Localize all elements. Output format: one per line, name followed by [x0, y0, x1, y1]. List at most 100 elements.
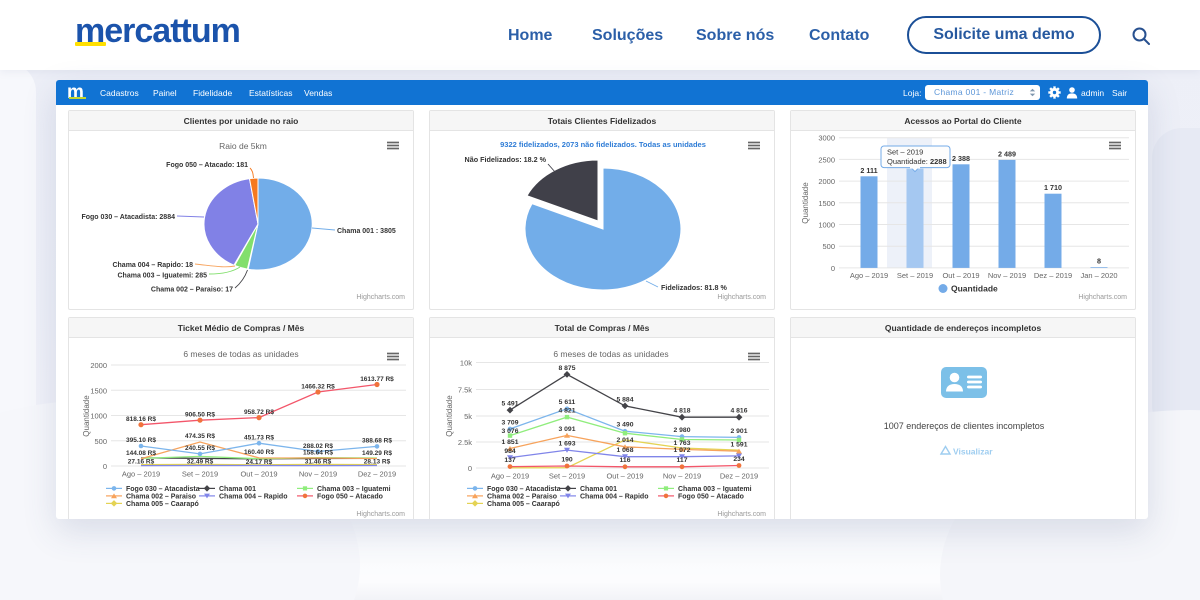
svg-text:Set – 2019: Set – 2019	[887, 148, 923, 157]
svg-text:6 meses de todas as unidades: 6 meses de todas as unidades	[183, 349, 298, 359]
svg-text:10k: 10k	[460, 359, 472, 368]
svg-text:2.5k: 2.5k	[458, 438, 472, 447]
svg-text:2 388: 2 388	[952, 154, 970, 163]
svg-text:144.08 R$: 144.08 R$	[126, 450, 156, 457]
svg-text:2 901: 2 901	[730, 428, 747, 435]
svg-text:116: 116	[620, 457, 631, 464]
svg-text:1 851: 1 851	[501, 439, 518, 446]
svg-text:1 068: 1 068	[616, 447, 633, 454]
svg-text:1 072: 1 072	[673, 447, 690, 454]
svg-text:28.13 R$: 28.13 R$	[364, 459, 391, 466]
svg-text:Chama 001: Chama 001	[580, 486, 617, 493]
svg-text:24.17 R$: 24.17 R$	[246, 459, 273, 466]
svg-text:Não Fidelizados: 18.2 %: Não Fidelizados: 18.2 %	[465, 155, 547, 164]
svg-text:2000: 2000	[90, 361, 107, 370]
svg-text:Raio de 5km: Raio de 5km	[219, 141, 267, 151]
svg-text:Highcharts.com: Highcharts.com	[356, 511, 405, 518]
svg-text:2 111: 2 111	[860, 166, 877, 175]
svg-text:31.46 R$: 31.46 R$	[305, 458, 332, 465]
svg-text:395.10 R$: 395.10 R$	[126, 437, 156, 444]
svg-text:Out – 2019: Out – 2019	[942, 271, 979, 280]
svg-text:Chama 004 – Rapido: 18: Chama 004 – Rapido: 18	[112, 262, 193, 269]
svg-text:Chama 002 – Paraiso: Chama 002 – Paraiso	[126, 494, 196, 501]
svg-text:4 816: 4 816	[730, 408, 747, 415]
svg-text:474.35 R$: 474.35 R$	[185, 433, 215, 440]
svg-text:1466.32 R$: 1466.32 R$	[301, 384, 335, 391]
svg-text:1500: 1500	[818, 199, 835, 208]
svg-text:Nov – 2019: Nov – 2019	[299, 470, 337, 479]
svg-text:149.29 R$: 149.29 R$	[362, 450, 392, 457]
svg-text:1 710: 1 710	[1044, 183, 1062, 192]
svg-text:Jan – 2020: Jan – 2020	[1080, 271, 1117, 280]
svg-text:3 709: 3 709	[501, 419, 518, 426]
svg-text:388.68 R$: 388.68 R$	[362, 438, 392, 445]
svg-text:906.50 R$: 906.50 R$	[185, 412, 215, 419]
svg-text:160.40 R$: 160.40 R$	[244, 449, 274, 456]
svg-text:Out – 2019: Out – 2019	[240, 470, 277, 479]
svg-text:1000: 1000	[90, 412, 107, 421]
svg-text:8: 8	[1097, 257, 1101, 266]
svg-text:117: 117	[677, 457, 688, 464]
svg-text:Quantidade: Quantidade	[951, 284, 998, 294]
svg-text:Ago – 2019: Ago – 2019	[122, 470, 160, 479]
svg-text:984: 984	[504, 448, 516, 455]
svg-text:Highcharts.com: Highcharts.com	[1078, 294, 1127, 301]
svg-text:Fogo 030 – Atacadista: Fogo 030 – Atacadista	[487, 486, 561, 493]
svg-text:2500: 2500	[818, 155, 835, 164]
svg-text:Quantidade: Quantidade	[82, 395, 91, 437]
svg-text:451.73 R$: 451.73 R$	[244, 435, 274, 442]
svg-text:Fidelizados: 81.8 %: Fidelizados: 81.8 %	[661, 283, 728, 292]
svg-text:Chama 002 – Paraiso: Chama 002 – Paraiso	[487, 494, 557, 501]
svg-text:Highcharts.com: Highcharts.com	[356, 294, 405, 301]
svg-text:500: 500	[822, 242, 835, 251]
svg-text:2000: 2000	[818, 177, 835, 186]
svg-text:Fogo 050 – Atacado: 181: Fogo 050 – Atacado: 181	[166, 162, 248, 169]
svg-text:500: 500	[94, 437, 107, 446]
svg-text:0: 0	[103, 462, 107, 471]
svg-text:Visualizar: Visualizar	[953, 447, 993, 457]
svg-text:Set – 2019: Set – 2019	[182, 470, 218, 479]
svg-text:7.5k: 7.5k	[458, 386, 472, 395]
svg-text:Fogo 050 – Atacado: Fogo 050 – Atacado	[678, 494, 744, 501]
svg-text:958.72 R$: 958.72 R$	[244, 409, 274, 416]
svg-text:3000: 3000	[818, 134, 835, 143]
svg-text:190: 190	[561, 456, 573, 463]
svg-text:Chama 004 – Rapido: Chama 004 – Rapido	[580, 494, 648, 501]
svg-text:Highcharts.com: Highcharts.com	[717, 511, 766, 518]
svg-text:Chama 001 : 3805: Chama 001 : 3805	[337, 228, 396, 235]
svg-text:Chama 005 – Caarapó: Chama 005 – Caarapó	[487, 501, 560, 508]
svg-text:Fogo 030 – Atacadista: Fogo 030 – Atacadista	[126, 486, 200, 493]
svg-text:27.16 R$: 27.16 R$	[128, 459, 155, 466]
svg-text:288.02 R$: 288.02 R$	[303, 443, 333, 450]
svg-text:1 693: 1 693	[558, 441, 575, 448]
svg-text:Nov – 2019: Nov – 2019	[988, 271, 1026, 280]
svg-text:5 611: 5 611	[559, 399, 576, 406]
svg-text:3 076: 3 076	[501, 428, 518, 435]
svg-text:Quantidade: Quantidade	[445, 395, 454, 437]
svg-text:0: 0	[831, 264, 835, 273]
svg-text:Quantidade: Quantidade	[801, 182, 810, 224]
svg-text:1500: 1500	[90, 386, 107, 395]
svg-text:Chama 003 – Iguatemi: Chama 003 – Iguatemi	[317, 486, 391, 493]
svg-text:Fogo 030 – Atacadista: 2884: Fogo 030 – Atacadista: 2884	[81, 214, 175, 221]
svg-text:5 491: 5 491	[501, 401, 518, 408]
svg-text:Highcharts.com: Highcharts.com	[717, 294, 766, 301]
svg-text:3 091: 3 091	[558, 426, 575, 433]
svg-text:Dez – 2019: Dez – 2019	[358, 470, 396, 479]
svg-text:4 818: 4 818	[673, 408, 690, 415]
svg-text:6 meses de todas as unidades: 6 meses de todas as unidades	[553, 349, 668, 359]
svg-text:1000: 1000	[818, 221, 835, 230]
svg-text:Chama 002 – Paraiso: 17: Chama 002 – Paraiso: 17	[151, 287, 233, 294]
svg-text:4 821: 4 821	[558, 408, 575, 415]
svg-text:9322 fidelizados, 2073 não fid: 9322 fidelizados, 2073 não fidelizados. …	[500, 140, 706, 149]
svg-text:234: 234	[733, 456, 745, 463]
svg-text:Chama 005 – Caarapó: Chama 005 – Caarapó	[126, 501, 199, 508]
svg-text:1 763: 1 763	[673, 440, 690, 447]
svg-text:Ago – 2019: Ago – 2019	[491, 472, 529, 481]
svg-text:Chama 003 – Iguatemi: 285: Chama 003 – Iguatemi: 285	[118, 273, 208, 280]
svg-text:1 591: 1 591	[730, 442, 747, 449]
svg-text:1007 endereços de clientes inc: 1007 endereços de clientes incompletos	[884, 421, 1045, 431]
svg-text:2 014: 2 014	[616, 437, 633, 444]
svg-text:0: 0	[468, 464, 472, 473]
svg-text:240.55 R$: 240.55 R$	[185, 445, 215, 452]
